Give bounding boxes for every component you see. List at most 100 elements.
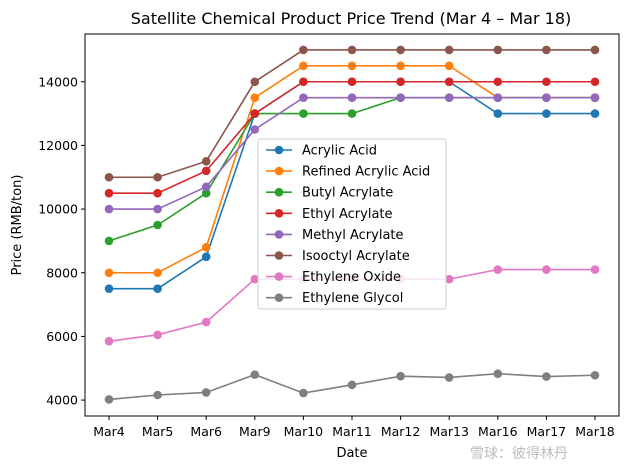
data-point [542,45,551,55]
data-point [590,370,600,380]
data-point [104,204,114,214]
y-tick-label: 14000 [38,74,78,89]
data-point [104,395,114,404]
data-point [153,330,162,340]
data-point [542,109,551,118]
legend-marker [274,145,284,155]
data-point [493,45,503,55]
data-point [153,220,162,230]
data-point [250,274,260,284]
data-point [396,93,405,102]
data-point [347,61,357,71]
data-point [250,125,260,134]
data-point [153,172,162,182]
legend-item: Ethyl Acrylate [266,207,393,222]
x-tick-label: Mar12 [381,424,421,439]
legend-marker [274,230,284,239]
legend-item: Refined Acrylic Acid [266,165,430,180]
data-point [153,284,162,293]
x-tick-label: Mar10 [284,424,324,439]
legend-item: Butyl Acrylate [266,186,393,201]
legend-label: Ethyl Acrylate [302,207,393,222]
data-point [396,61,405,71]
data-point [347,93,357,102]
data-point [542,372,551,381]
data-point [299,61,308,71]
legend-box [257,138,447,310]
data-point [590,93,600,102]
x-tick-label: Mar16 [478,424,518,439]
data-point [396,371,405,381]
data-point [201,182,211,192]
series-methyl-acrylate [104,93,600,214]
legend-marker [274,251,284,260]
y-axis: 4000 6000 8000 10000 12000 14000 [38,74,85,408]
data-point [201,166,211,176]
data-point [104,284,114,293]
legend-label: Methyl Acrylate [302,228,404,243]
x-tick-label: Mar5 [142,424,174,439]
data-point [590,45,600,55]
data-point [299,388,308,398]
data-point [250,109,260,118]
data-point [201,157,211,166]
data-point [542,265,551,274]
data-point [444,373,454,382]
data-point [299,45,308,55]
legend-label: Butyl Acrylate [302,186,393,201]
data-point [347,380,357,390]
data-point [201,188,211,198]
data-point [104,188,114,198]
y-tick-label: 12000 [38,138,78,153]
legend-marker [274,209,284,218]
x-tick-label: Mar6 [190,424,222,439]
data-point [104,172,114,182]
x-tick-label: Mar13 [429,424,469,439]
legend-label: Acrylic Acid [302,144,377,159]
legend-marker [274,272,284,281]
legend-item: Isooctyl Acrylate [266,249,410,264]
watermark: 雪球：彼得林丹 [470,445,568,462]
data-point [201,252,211,262]
data-point [493,369,503,378]
data-point [396,45,405,55]
data-point [250,77,260,87]
legend-item: Ethylene Oxide [266,270,401,285]
series-ethylene-glycol [104,369,600,404]
data-point [347,109,357,118]
data-point [153,390,162,400]
data-point [444,61,454,71]
data-point [493,77,503,87]
series-ethyl-acrylate [104,77,600,198]
data-point [299,109,308,118]
data-point [153,268,162,278]
legend-marker [274,293,284,303]
legend-label: Refined Acrylic Acid [302,165,430,180]
data-point [493,265,503,274]
data-point [396,77,405,87]
legend-label: Ethylene Oxide [302,270,401,285]
data-point [590,109,600,118]
data-point [590,77,600,87]
x-axis-label: Date [336,446,367,461]
legend-label: Isooctyl Acrylate [302,249,410,264]
data-point [201,388,211,397]
data-point [347,45,357,55]
data-point [299,77,308,87]
x-tick-label: Mar18 [575,424,615,439]
data-point [444,77,454,87]
data-point [104,236,114,246]
data-point [590,265,600,274]
plot-frame [84,33,620,417]
data-point [201,242,211,252]
data-point [347,77,357,87]
x-axis: Mar4 Mar5 Mar6 Mar9 Mar10 Mar11 Mar12 Mar13 Mar1… [93,416,615,439]
legend-item: Acrylic Acid [266,144,377,159]
data-point [153,204,162,214]
legend: Acrylic Acid Refined Acrylic Acid Butyl Ac… [257,138,447,310]
chart-title: Satellite Chemical Product Price Trend (… [131,9,572,28]
x-tick-label: Mar11 [332,424,372,439]
data-point [299,93,308,102]
data-point [542,93,551,102]
data-point [444,93,454,102]
